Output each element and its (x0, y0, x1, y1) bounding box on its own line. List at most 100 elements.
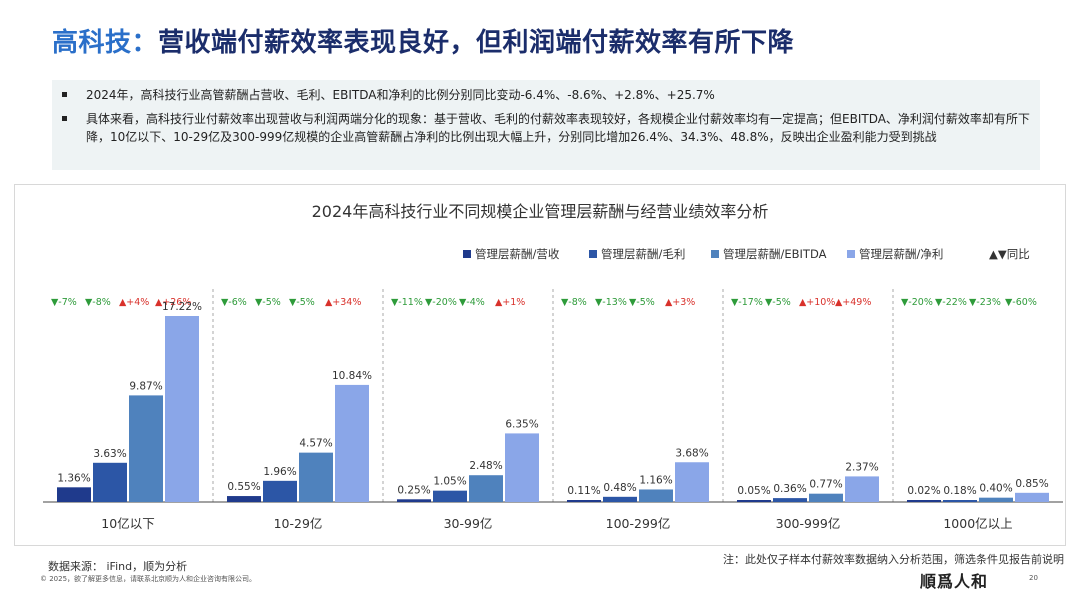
bar (469, 475, 503, 502)
legend-swatch (463, 250, 471, 258)
bar (93, 462, 127, 502)
yoy-label: ▲+3% (665, 297, 695, 308)
data-label: 6.35% (505, 418, 538, 430)
bar (737, 500, 771, 502)
bar (907, 500, 941, 502)
yoy-label: ▼-11% (391, 297, 423, 308)
bar (809, 493, 843, 502)
bar (227, 496, 261, 502)
yoy-label: ▲+49% (835, 297, 871, 308)
yoy-label: ▼-4% (459, 297, 485, 308)
yoy-label: ▼-20% (901, 297, 933, 308)
legend-swatch (711, 250, 719, 258)
legend-yoy-label: ▲▼同比 (989, 247, 1030, 261)
yoy-label: ▼-5% (765, 297, 791, 308)
chart-title: 2024年高科技行业不同规模企业管理层薪酬与经营业绩效率分析 (312, 202, 769, 221)
yoy-label: ▼-23% (969, 297, 1001, 308)
bullet-icon (62, 92, 67, 97)
bar (505, 433, 539, 502)
yoy-label: ▼-6% (221, 297, 247, 308)
page-number: 20 (1029, 574, 1038, 582)
bar (397, 499, 431, 502)
data-label: 10.84% (332, 370, 372, 382)
summary-box: 2024年，高科技行业高管薪酬占营收、毛利、EBITDA和净利的比例分别同比变动… (52, 80, 1040, 170)
data-label: 2.37% (845, 461, 878, 473)
yoy-label: ▼-8% (561, 297, 587, 308)
yoy-label: ▼-5% (255, 297, 281, 308)
data-label: 0.36% (773, 483, 806, 495)
data-label: 0.85% (1015, 478, 1048, 490)
data-label: 9.87% (129, 380, 162, 392)
bar (567, 500, 601, 502)
legend-label: 管理层薪酬/毛利 (601, 247, 685, 261)
data-label: 1.05% (433, 476, 466, 488)
data-label: 0.77% (809, 479, 842, 491)
bar (603, 496, 637, 502)
legend-swatch (847, 250, 855, 258)
bullet-icon (62, 116, 67, 121)
data-label: 0.05% (737, 485, 770, 497)
yoy-label: ▲+26% (155, 297, 191, 308)
yoy-label: ▼-5% (629, 297, 655, 308)
data-label: 17.22% (162, 301, 202, 313)
legend-label: 管理层薪酬/净利 (859, 247, 943, 261)
yoy-label: ▼-20% (425, 297, 457, 308)
bar (57, 487, 91, 502)
bar (639, 489, 673, 502)
bar (433, 490, 467, 502)
data-label: 4.57% (299, 438, 332, 450)
page-title: 高科技：营收端付薪效率表现良好，但利润端付薪效率有所下降 (52, 22, 794, 59)
data-label: 3.63% (93, 448, 126, 460)
yoy-label: ▼-5% (289, 297, 315, 308)
category-label: 10亿以下 (101, 516, 154, 531)
chart-container: 2024年高科技行业不同规模企业管理层薪酬与经营业绩效率分析管理层薪酬/营收 管理… (14, 184, 1066, 546)
yoy-label: ▼-17% (731, 297, 763, 308)
data-label: 0.02% (907, 485, 940, 497)
bar (165, 316, 199, 502)
yoy-label: ▼-60% (1005, 297, 1037, 308)
yoy-label: ▼-22% (935, 297, 967, 308)
yoy-label: ▼-13% (595, 297, 627, 308)
bar (129, 395, 163, 502)
title-rest: 营收端付薪效率表现良好，但利润端付薪效率有所下降 (158, 28, 795, 58)
yoy-label: ▲+10% (799, 297, 835, 308)
bar (845, 476, 879, 502)
yoy-label: ▼-7% (51, 297, 77, 308)
legend-label: 管理层薪酬/营收 (475, 247, 560, 261)
category-label: 100-299亿 (606, 516, 671, 531)
legend-label: 管理层薪酬/EBITDA (723, 247, 827, 261)
footnote: 注：此处仅子样本付薪效率数据纳入分析范围，筛选条件见报告前说明 (723, 553, 1064, 566)
data-label: 1.16% (639, 474, 672, 486)
data-label: 0.40% (979, 483, 1012, 495)
data-label: 3.68% (675, 447, 708, 459)
company-logo: 順爲人和 (920, 572, 989, 591)
yoy-label: ▲+34% (325, 297, 361, 308)
copyright: © 2025，欲了解更多信息，请联系北京顺为人和企业咨询有限公司。 (40, 575, 257, 583)
summary-text-1: 2024年，高科技行业高管薪酬占营收、毛利、EBITDA和净利的比例分别同比变动… (86, 88, 715, 102)
yoy-label: ▼-8% (85, 297, 111, 308)
bar (299, 452, 333, 502)
category-label: 300-999亿 (776, 516, 841, 531)
data-label: 0.25% (397, 484, 430, 496)
legend-swatch (589, 250, 597, 258)
summary-text-2: 具体来看，高科技行业付薪效率出现营收与利润两端分化的现象：基于营收、毛利的付薪效… (86, 112, 1030, 144)
title-highlight: 高科技： (52, 28, 159, 58)
category-label: 1000亿以上 (943, 516, 1012, 531)
data-label: 0.11% (567, 485, 600, 497)
bar (263, 480, 297, 502)
bar (773, 498, 807, 502)
data-label: 0.18% (943, 485, 976, 497)
bar (1015, 492, 1049, 502)
data-label: 0.55% (227, 481, 260, 493)
bar (675, 462, 709, 502)
bar (979, 497, 1013, 502)
data-source: 数据来源： iFind，顺为分析 (48, 560, 188, 573)
category-label: 10-29亿 (274, 516, 323, 531)
yoy-label: ▲+1% (495, 297, 525, 308)
category-label: 30-99亿 (444, 516, 493, 531)
data-label: 1.36% (57, 472, 90, 484)
data-label: 2.48% (469, 460, 502, 472)
bar (943, 500, 977, 502)
yoy-label: ▲+4% (119, 297, 149, 308)
